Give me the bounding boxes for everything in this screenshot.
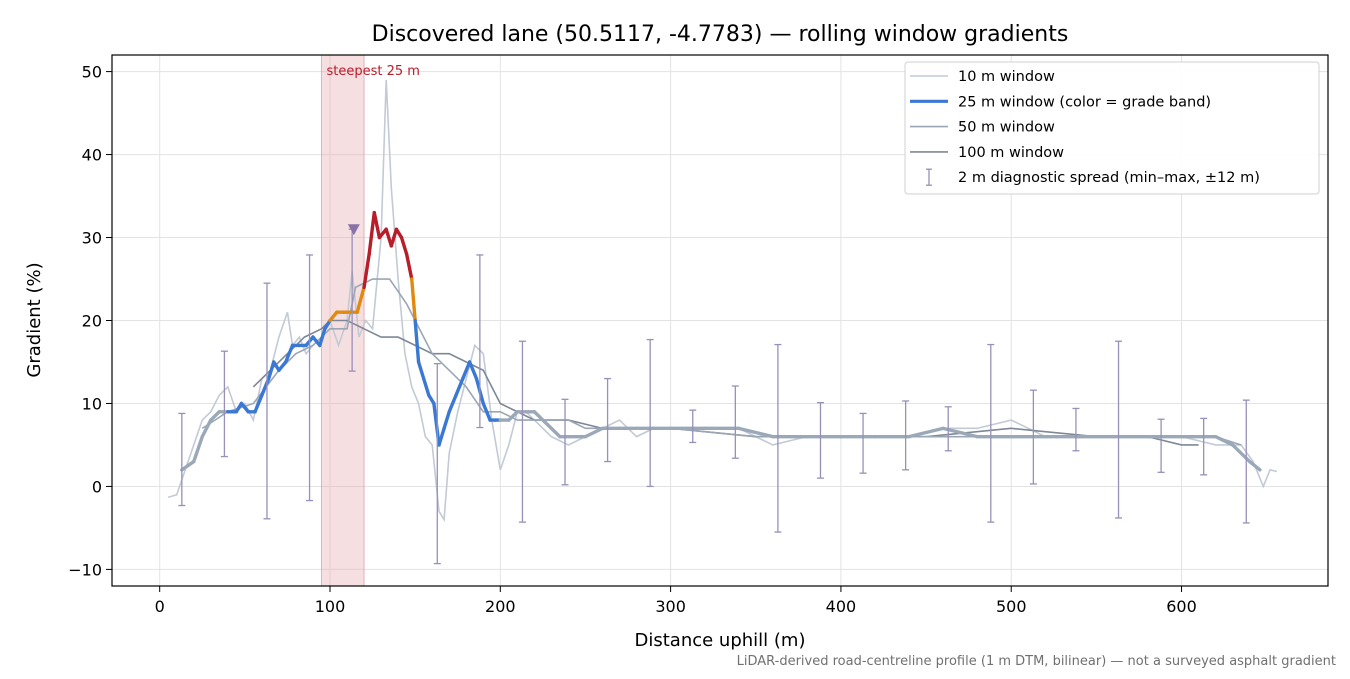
series-25m-segment xyxy=(410,277,417,323)
series-25m-segment xyxy=(399,235,409,256)
diagnostic-spread-errorbars xyxy=(178,224,1250,565)
legend-item-100m: 100 m window xyxy=(958,145,1064,161)
steepest-marker xyxy=(347,224,360,236)
series-25m-segment xyxy=(192,434,204,464)
y-tick-label: 20 xyxy=(82,312,102,331)
legend-item-25m: 25 m window (color = grade band) xyxy=(958,94,1211,110)
x-tick-label: 0 xyxy=(155,597,165,616)
x-tick-label: 600 xyxy=(1166,597,1197,616)
series-25m-segment xyxy=(432,401,441,447)
series-25m-segment xyxy=(413,318,421,364)
y-tick-label: 40 xyxy=(82,146,102,165)
legend-item-50m: 50 m window xyxy=(958,120,1055,136)
x-tick-label: 400 xyxy=(826,597,857,616)
series-100m-line xyxy=(252,319,1199,446)
series-25m-segment xyxy=(180,459,196,472)
x-axis-label: Distance uphill (m) xyxy=(635,630,806,651)
series-25m-segment xyxy=(404,252,414,281)
series-25m-segment xyxy=(362,252,371,290)
x-tick-label: 200 xyxy=(485,597,516,616)
series-25m-segment xyxy=(583,426,605,439)
y-tick-label: 50 xyxy=(82,63,102,82)
series-25m-segment xyxy=(481,401,492,422)
y-tick-label: 0 xyxy=(92,477,102,496)
x-tick-label: 300 xyxy=(655,597,686,616)
chart-title: Discovered lane (50.5117, -4.7783) — rol… xyxy=(372,22,1069,47)
y-tick-label: 10 xyxy=(82,394,102,413)
series-25m-segment xyxy=(467,360,479,381)
footnote: LiDAR-derived road-centreline profile (1… xyxy=(737,654,1336,669)
y-tick-label: −10 xyxy=(68,560,102,579)
series-25m-segment xyxy=(442,410,451,431)
y-axis-label: Gradient (%) xyxy=(24,262,45,377)
y-tick-label: 30 xyxy=(82,229,102,248)
x-tick-label: 500 xyxy=(996,597,1027,616)
series-25m-segment xyxy=(737,426,775,439)
series-25m-segment xyxy=(907,426,945,439)
series-25m-segment xyxy=(416,360,426,381)
series-25m-segment xyxy=(277,360,288,372)
series-25m-segment xyxy=(461,360,472,381)
series-25m-segment xyxy=(253,393,264,414)
x-tick-label: 100 xyxy=(315,597,346,616)
series-25m-segment xyxy=(549,426,562,439)
series-25m-segment xyxy=(355,285,366,314)
series-25m-segment xyxy=(328,310,339,323)
series-25m-segment xyxy=(507,410,520,422)
series-25m-segment xyxy=(200,418,213,439)
series-25m-segment xyxy=(284,343,295,364)
series-25m-segment xyxy=(209,410,221,422)
series-25m-segment xyxy=(1213,434,1235,447)
series-25m-segment xyxy=(260,376,271,397)
series-25m-segment xyxy=(541,418,554,431)
series-25m-segment xyxy=(318,327,327,348)
series-25m-segment xyxy=(421,376,431,397)
series-25m-segment xyxy=(532,410,545,422)
series-25m-segment xyxy=(367,210,376,256)
series-25m-segment xyxy=(239,401,250,414)
series-25m-segment xyxy=(454,376,465,397)
legend-box xyxy=(904,61,1320,195)
series-25m-segment xyxy=(1247,459,1262,472)
axes: 0 100 200 300 400 500 600 −10 0 10 20 30 40 50 xyxy=(68,54,1329,616)
series-25m-segment xyxy=(389,227,399,248)
legend-item-spread: 2 m diagnostic spread (min–max, ±12 m) xyxy=(958,170,1260,186)
series-25m-segment xyxy=(266,360,276,381)
series-25m-segment xyxy=(437,426,446,447)
series-25m-segment xyxy=(372,210,382,240)
series-lines xyxy=(167,79,1278,523)
legend: 10 m window 25 m window (color = grade ba… xyxy=(904,61,1320,195)
legend-item-10m: 10 m window xyxy=(958,69,1055,85)
steepest-segment-label: steepest 25 m xyxy=(326,64,419,79)
series-25m-segment xyxy=(447,393,458,414)
